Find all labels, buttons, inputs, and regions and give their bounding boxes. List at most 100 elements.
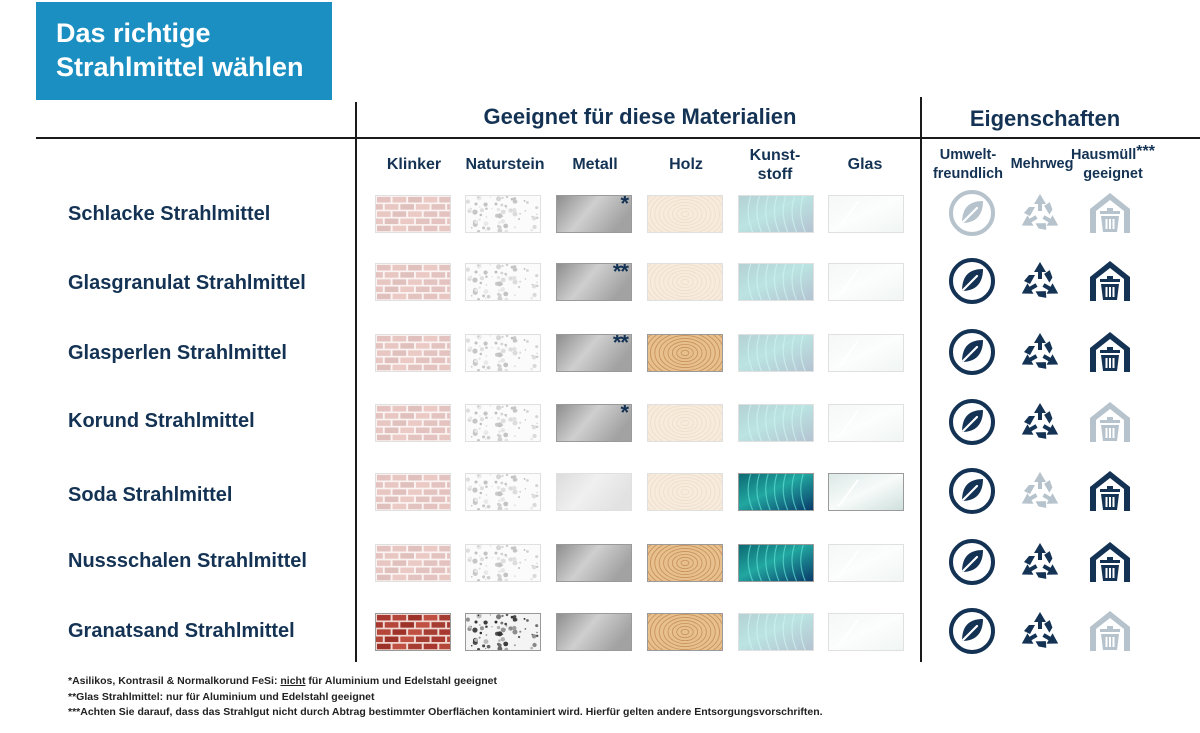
swatch-glas	[828, 613, 904, 651]
leaf-circle-icon	[948, 607, 996, 655]
swatch-holz	[647, 544, 723, 582]
footnote-1: *Asilikos, Kontrasil & Normalkorund FeSi…	[68, 674, 823, 690]
column-header-line: Klinker	[386, 156, 442, 173]
column-header-umwelt: Umwelt-freundlich	[923, 146, 1013, 184]
column-header-line: Metall	[572, 156, 618, 173]
column-header-line: freundlich	[932, 166, 1004, 182]
header-divider	[36, 137, 1200, 139]
section-heading-materials: Geeignet für diese Materialien	[483, 104, 797, 129]
column-header-line: geeignet	[1083, 166, 1143, 182]
footnotes: *Asilikos, Kontrasil & Normalkorund FeSi…	[68, 674, 823, 721]
swatch-klinker	[375, 613, 451, 651]
trash-bin-icon	[1086, 538, 1134, 586]
swatch-kunststoff	[738, 544, 814, 582]
column-header-text: Umwelt-	[939, 147, 997, 163]
column-header-line: Holz	[669, 156, 703, 173]
leaf-circle-icon	[948, 189, 996, 237]
column-header-naturstein: Naturstein	[455, 155, 555, 174]
swatch-glas	[828, 195, 904, 233]
footnote-1-rest: für Aluminium und Edelstahl geeignet	[305, 675, 498, 687]
swatch-naturstein	[465, 334, 541, 372]
trash-bin-icon	[1086, 607, 1134, 655]
swatch-metall: **	[556, 263, 632, 301]
swatch-glas	[828, 544, 904, 582]
swatch-kunststoff	[738, 263, 814, 301]
column-header-line: Kunst-	[749, 147, 801, 164]
footnote-mark: **	[612, 263, 629, 284]
row-label: Nussschalen Strahlmittel	[68, 550, 307, 572]
column-header-line: Umwelt-	[923, 146, 1013, 165]
swatch-naturstein	[465, 473, 541, 511]
swatch-kunststoff	[738, 334, 814, 372]
column-header-text: Mehrweg	[1010, 156, 1074, 172]
swatch-metall: *	[556, 404, 632, 442]
leaf-circle-icon	[948, 467, 996, 515]
swatch-klinker	[375, 334, 451, 372]
column-header-hausmuell: Hausmüll*** geeignet	[1068, 143, 1158, 184]
trash-bin-icon	[1086, 398, 1134, 446]
leaf-circle-icon	[948, 328, 996, 376]
column-header-line: Naturstein	[465, 156, 545, 173]
recycle-icon	[1016, 607, 1064, 655]
row-label: Soda Strahlmittel	[68, 484, 233, 506]
footnote-1-underlined: nicht	[280, 675, 306, 687]
swatch-klinker	[375, 195, 451, 233]
swatch-metall	[556, 544, 632, 582]
column-header-holz: Holz	[636, 155, 736, 174]
column-header-line: Glas	[847, 156, 883, 173]
row-label: Korund Strahlmittel	[68, 410, 255, 432]
swatch-holz	[647, 263, 723, 301]
column-header-mehrweg: Mehrweg	[997, 155, 1087, 174]
footnote-mark: **	[612, 334, 629, 355]
swatch-klinker	[375, 473, 451, 511]
swatch-glas	[828, 404, 904, 442]
swatch-klinker	[375, 544, 451, 582]
leaf-circle-icon	[948, 257, 996, 305]
footnote-1-text: *Asilikos, Kontrasil & Normalkorund FeSi…	[68, 675, 281, 687]
trash-bin-icon	[1086, 328, 1134, 376]
recycle-icon	[1016, 257, 1064, 305]
footnote-2: **Glas Strahlmittel: nur für Aluminium u…	[68, 690, 375, 703]
trash-bin-icon	[1086, 189, 1134, 237]
swatch-klinker	[375, 404, 451, 442]
swatch-kunststoff	[738, 195, 814, 233]
swatch-klinker	[375, 263, 451, 301]
recycle-icon	[1016, 189, 1064, 237]
footnote-mark: *	[620, 404, 629, 425]
trash-bin-icon	[1086, 467, 1134, 515]
row-label: Glasgranulat Strahlmittel	[68, 272, 306, 294]
recycle-icon	[1016, 328, 1064, 376]
column-header-glas: Glas	[815, 155, 915, 174]
trash-bin-icon	[1086, 257, 1134, 305]
swatch-glas	[828, 263, 904, 301]
swatch-metall: *	[556, 195, 632, 233]
title-line-2: Strahlmittel wählen	[56, 52, 304, 82]
column-header-footnote-mark: ***	[1136, 143, 1155, 160]
swatch-holz	[647, 473, 723, 511]
column-divider-left	[355, 102, 357, 662]
swatch-kunststoff	[738, 404, 814, 442]
footnote-mark: *	[620, 195, 629, 216]
column-header-metall: Metall	[545, 155, 645, 174]
swatch-metall: **	[556, 334, 632, 372]
swatch-naturstein	[465, 613, 541, 651]
swatch-naturstein	[465, 195, 541, 233]
swatch-glas	[828, 334, 904, 372]
column-header-klinker: Klinker	[364, 155, 464, 174]
swatch-metall	[556, 613, 632, 651]
row-label: Schlacke Strahlmittel	[68, 203, 271, 225]
column-header-line: Hausmüll***	[1068, 143, 1158, 165]
swatch-holz	[647, 613, 723, 651]
leaf-circle-icon	[948, 398, 996, 446]
swatch-kunststoff	[738, 473, 814, 511]
column-header-line: stoff	[757, 166, 793, 183]
recycle-icon	[1016, 398, 1064, 446]
swatch-glas	[828, 473, 904, 511]
footnote-3: ***Achten Sie darauf, dass das Strahlgut…	[68, 706, 823, 718]
leaf-circle-icon	[948, 538, 996, 586]
column-divider-right	[920, 97, 922, 662]
swatch-kunststoff	[738, 613, 814, 651]
title-line-1: Das richtige	[56, 18, 211, 48]
section-heading-properties: Eigenschaften	[969, 106, 1121, 131]
column-header-kunststoff: Kunst-stoff	[725, 146, 825, 184]
